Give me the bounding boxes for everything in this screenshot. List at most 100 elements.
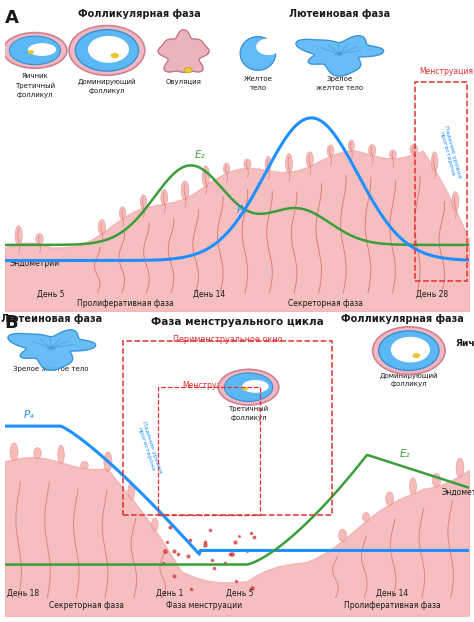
Ellipse shape xyxy=(15,226,22,246)
Circle shape xyxy=(111,53,119,58)
Ellipse shape xyxy=(390,150,396,159)
Text: тело: тело xyxy=(249,85,266,91)
Ellipse shape xyxy=(140,195,146,210)
Text: фолликул: фолликул xyxy=(17,91,53,98)
Polygon shape xyxy=(296,35,383,76)
Text: Фаза менструации: Фаза менструации xyxy=(166,601,243,610)
Ellipse shape xyxy=(128,483,135,500)
Ellipse shape xyxy=(452,192,459,211)
Text: B: B xyxy=(5,314,18,332)
Ellipse shape xyxy=(338,529,346,542)
Circle shape xyxy=(379,331,439,371)
Text: Пролиферативная фаза: Пролиферативная фаза xyxy=(77,299,174,308)
Text: День 5: День 5 xyxy=(226,588,253,597)
Circle shape xyxy=(88,36,129,63)
Ellipse shape xyxy=(69,26,145,75)
Ellipse shape xyxy=(58,445,64,464)
Text: Пролиферативная фаза: Пролиферативная фаза xyxy=(344,601,441,610)
Ellipse shape xyxy=(10,443,18,461)
Ellipse shape xyxy=(373,327,445,374)
Text: День 5: День 5 xyxy=(37,290,65,299)
Ellipse shape xyxy=(9,36,61,65)
Text: День 1: День 1 xyxy=(156,588,183,597)
Ellipse shape xyxy=(161,189,168,205)
Ellipse shape xyxy=(265,156,271,172)
Ellipse shape xyxy=(410,478,417,495)
Text: День 18: День 18 xyxy=(7,588,39,597)
Text: Эндометрий: Эндометрий xyxy=(441,488,474,497)
Text: E₂: E₂ xyxy=(195,150,206,160)
Ellipse shape xyxy=(98,220,106,234)
Text: Желтое: Желтое xyxy=(244,77,273,82)
Ellipse shape xyxy=(81,462,88,469)
Text: Эндометрий: Эндометрий xyxy=(9,259,60,268)
Text: A: A xyxy=(5,9,18,27)
Bar xyxy=(123,341,332,515)
Ellipse shape xyxy=(368,144,376,156)
Polygon shape xyxy=(257,39,280,54)
Text: P₄: P₄ xyxy=(237,205,247,215)
Bar xyxy=(158,387,260,515)
Text: Третичный: Третичный xyxy=(15,82,55,89)
Ellipse shape xyxy=(385,492,393,506)
Ellipse shape xyxy=(242,380,269,393)
Text: Доминирующий: Доминирующий xyxy=(380,372,438,379)
Text: Лютеиновая фаза: Лютеиновая фаза xyxy=(0,314,102,324)
Text: фолликул: фолликул xyxy=(230,415,267,420)
Text: Секреторная фаза: Секреторная фаза xyxy=(288,299,363,308)
Text: Зрелое: Зрелое xyxy=(326,77,352,82)
Circle shape xyxy=(242,387,248,391)
Ellipse shape xyxy=(36,233,43,245)
Ellipse shape xyxy=(219,369,279,405)
Text: Овуляция: Овуляция xyxy=(165,80,201,85)
Text: E₂: E₂ xyxy=(400,449,410,459)
Text: Доминирующий: Доминирующий xyxy=(78,78,136,85)
Text: Падение уровня
прогестерона: Падение уровня прогестерона xyxy=(437,125,462,180)
Circle shape xyxy=(28,50,34,54)
Text: Яичник: Яичник xyxy=(456,338,474,348)
Polygon shape xyxy=(8,330,96,370)
Ellipse shape xyxy=(306,152,313,167)
Text: День 14: День 14 xyxy=(376,588,409,597)
Circle shape xyxy=(391,337,430,363)
Circle shape xyxy=(412,353,420,358)
Ellipse shape xyxy=(181,181,189,200)
Ellipse shape xyxy=(3,32,67,68)
Ellipse shape xyxy=(34,448,42,458)
Polygon shape xyxy=(240,37,275,70)
Ellipse shape xyxy=(327,145,334,157)
Ellipse shape xyxy=(152,518,158,531)
Ellipse shape xyxy=(432,473,441,488)
Ellipse shape xyxy=(456,458,464,478)
Text: Секреторная фаза: Секреторная фаза xyxy=(48,601,124,610)
Text: Менструация: Менструация xyxy=(419,67,474,77)
Text: Третичный: Третичный xyxy=(228,406,269,412)
Text: Фаза менструального цикла: Фаза менструального цикла xyxy=(151,317,323,327)
Bar xyxy=(415,82,467,281)
Text: День 14: День 14 xyxy=(193,290,225,299)
Ellipse shape xyxy=(244,159,251,169)
Ellipse shape xyxy=(431,152,438,172)
Text: Падение уровня
прогестерона: Падение уровня прогестерона xyxy=(135,420,162,476)
Text: Яичник: Яичник xyxy=(21,73,48,79)
Ellipse shape xyxy=(202,165,210,187)
Text: Менструация: Менструация xyxy=(182,381,236,390)
Text: P₄: P₄ xyxy=(23,410,34,420)
Text: Фолликулярная фаза: Фолликулярная фаза xyxy=(340,314,463,324)
Text: желтое тело: желтое тело xyxy=(316,85,363,91)
Text: Фолликулярная фаза: Фолликулярная фаза xyxy=(78,9,201,19)
Text: фолликул: фолликул xyxy=(391,381,427,387)
Ellipse shape xyxy=(223,163,230,174)
Ellipse shape xyxy=(362,513,370,522)
Ellipse shape xyxy=(104,452,112,471)
Text: День 28: День 28 xyxy=(416,290,448,299)
Ellipse shape xyxy=(410,144,418,155)
Text: Зрелое желтое тело: Зрелое желтое тело xyxy=(13,366,89,372)
Ellipse shape xyxy=(225,373,273,401)
Circle shape xyxy=(184,67,192,73)
Polygon shape xyxy=(158,30,209,72)
Ellipse shape xyxy=(28,43,56,56)
Text: фолликул: фолликул xyxy=(89,88,125,93)
Circle shape xyxy=(75,30,138,71)
Ellipse shape xyxy=(285,154,292,174)
